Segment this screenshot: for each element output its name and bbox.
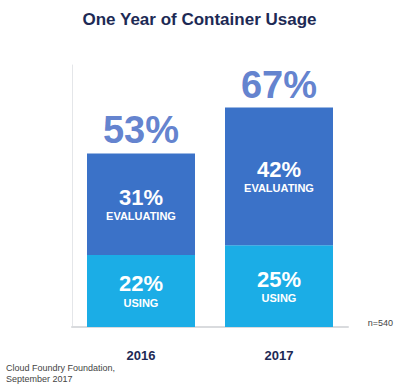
svg-text:67%: 67%	[241, 64, 317, 106]
svg-text:25%: 25%	[257, 267, 301, 292]
svg-text:September 2017: September 2017	[6, 374, 73, 384]
svg-text:EVALUATING: EVALUATING	[106, 210, 176, 222]
svg-text:2017: 2017	[265, 348, 294, 363]
svg-text:53%: 53%	[103, 109, 179, 151]
svg-text:31%: 31%	[119, 185, 163, 210]
svg-text:USING: USING	[124, 297, 159, 309]
svg-text:EVALUATING: EVALUATING	[244, 182, 314, 194]
svg-text:2016: 2016	[127, 348, 156, 363]
svg-text:22%: 22%	[119, 271, 163, 296]
svg-text:USING: USING	[262, 292, 297, 304]
svg-text:Cloud Foundry Foundation,: Cloud Foundry Foundation,	[6, 363, 115, 373]
svg-text:n=540: n=540	[368, 318, 393, 328]
svg-text:42%: 42%	[257, 157, 301, 182]
svg-text:One Year of Container Usage: One Year of Container Usage	[83, 10, 317, 29]
